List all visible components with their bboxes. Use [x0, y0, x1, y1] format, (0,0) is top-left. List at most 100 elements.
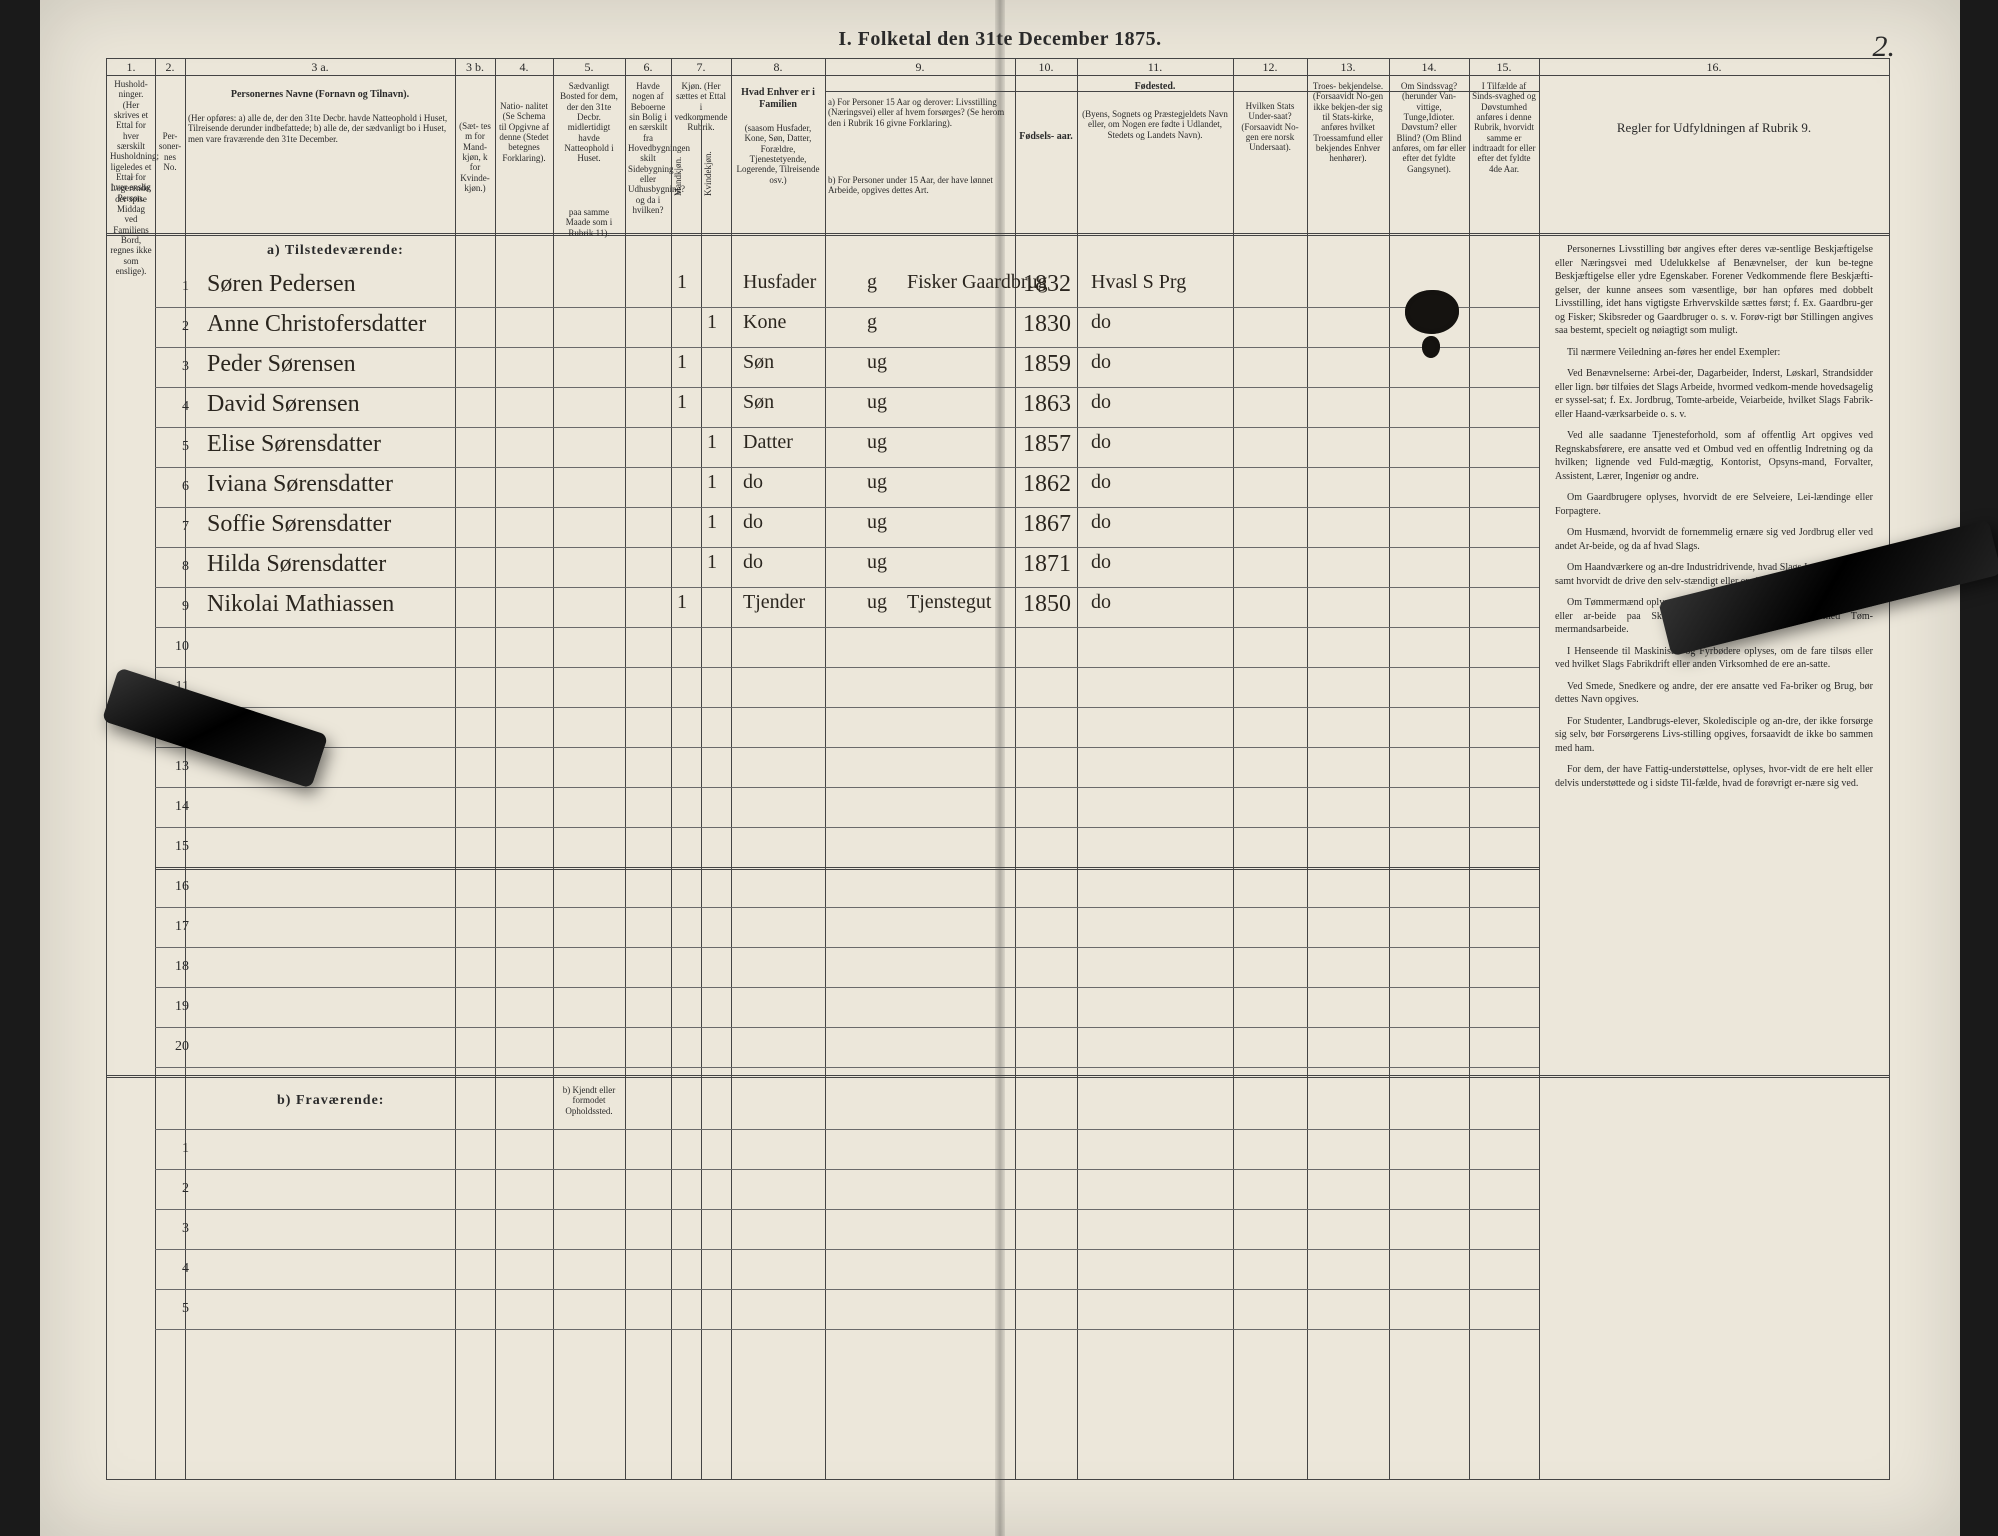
handwritten-cell: Datter: [743, 431, 793, 454]
handwritten-cell: ug: [867, 351, 887, 374]
row-rule: [155, 867, 1539, 870]
handwritten-cell: 1: [707, 471, 717, 494]
row-rule: [155, 587, 1539, 588]
column-rule: [1469, 59, 1470, 1479]
handwritten-cell: ug: [867, 431, 887, 454]
handwritten-cell: do: [1091, 471, 1111, 494]
c10-head: Fødsels- aar.: [1019, 131, 1073, 142]
handwritten-cell: Kone: [743, 311, 786, 334]
handwritten-cell: 1832: [1023, 271, 1071, 298]
c11-head-title: Fødested.: [1135, 81, 1176, 92]
row-rule: [155, 307, 1539, 308]
handwritten-cell: g: [867, 271, 877, 294]
column-rule: [1539, 59, 1540, 1479]
handwritten-cell: ug: [867, 591, 887, 614]
column-number: 13.: [1307, 60, 1389, 75]
page-title: I. Folketal den 31te December 1875.: [838, 28, 1161, 51]
rules-paragraph: For dem, der have Fattig-understøttelse,…: [1555, 763, 1873, 790]
rules-paragraph: Ved Benævnelserne: Arbei-der, Dagarbeide…: [1555, 367, 1873, 421]
row-rule: [155, 1169, 1539, 1170]
row-rule: [155, 1289, 1539, 1290]
column-rule: [1233, 59, 1234, 1479]
section-present: a) Tilstedeværende:: [267, 243, 404, 259]
handwritten-cell: Anne Christofersdatter: [207, 311, 426, 338]
column-number: 12.: [1233, 60, 1307, 75]
c16-head: Regler for Udfyldningen af Rubrik 9.: [1617, 120, 1811, 135]
column-rule: [455, 59, 456, 1479]
row-number: 9: [153, 599, 189, 615]
row-rule: [155, 1027, 1539, 1028]
column-number: 7.: [671, 60, 731, 75]
row-number: 20: [153, 1039, 189, 1055]
handwritten-cell: Soffie Sørensdatter: [207, 511, 391, 538]
handwritten-cell: 1: [707, 551, 717, 574]
table-frame: Hushold- ninger. (Her skrives et Ettal f…: [106, 58, 1890, 1480]
ink-blot: [1405, 290, 1459, 334]
column-number: 2.: [155, 60, 185, 75]
row-rule: [155, 747, 1539, 748]
row-rule: [155, 827, 1539, 828]
column-rule: [1307, 59, 1308, 1479]
handwritten-cell: Hvasl S Prg: [1091, 271, 1186, 294]
row-number: 18: [153, 959, 189, 975]
row-number: 4: [153, 399, 189, 415]
ink-blot-small: [1422, 336, 1440, 358]
column-number: 4.: [495, 60, 553, 75]
handwritten-cell: 1857: [1023, 431, 1071, 458]
rules-paragraph: For Studenter, Landbrugs-elever, Skoledi…: [1555, 715, 1873, 756]
row-number: 17: [153, 919, 189, 935]
handwritten-cell: Søn: [743, 391, 774, 414]
handwritten-cell: do: [1091, 311, 1111, 334]
row-number: 2: [153, 1181, 189, 1197]
handwritten-cell: 1: [677, 271, 687, 294]
c3-head-title: Personernes Navne (Fornavn og Tilnavn).: [231, 89, 409, 100]
section-absent: b) Fraværende:: [277, 1093, 384, 1109]
rules-text: Personernes Livsstilling bør angives eft…: [1555, 243, 1873, 798]
row-rule: [155, 1067, 1539, 1068]
row-rule: [155, 907, 1539, 908]
row-number: 2: [153, 319, 189, 335]
census-page: I. Folketal den 31te December 1875. 2. H…: [40, 0, 1960, 1536]
row-rule: [155, 387, 1539, 388]
handwritten-cell: Tjender: [743, 591, 805, 614]
row-number: 16: [153, 879, 189, 895]
row-rule: [155, 507, 1539, 508]
handwritten-cell: Husfader: [743, 271, 816, 294]
handwritten-cell: 1871: [1023, 551, 1071, 578]
handwritten-cell: ug: [867, 471, 887, 494]
column-number: 5.: [553, 60, 625, 75]
handwritten-cell: ug: [867, 511, 887, 534]
absent-subhead: b) Kjendt eller formodet Opholdssted.: [553, 1083, 625, 1118]
handwritten-cell: do: [1091, 551, 1111, 574]
rules-paragraph: I Henseende til Maskinister og Fyrbødere…: [1555, 645, 1873, 672]
row-number: 5: [153, 1301, 189, 1317]
row-number: 7: [153, 519, 189, 535]
handwritten-cell: Tjenstegut: [907, 591, 991, 614]
c1b-head: ☞ Logerende, der spise Middag ved Famili…: [110, 173, 151, 276]
row-rule: [155, 427, 1539, 428]
handwritten-cell: ug: [867, 391, 887, 414]
row-rule: [155, 707, 1539, 708]
row-rule: [155, 787, 1539, 788]
column-number: 9.: [825, 60, 1015, 75]
handwritten-cell: do: [1091, 391, 1111, 414]
handwritten-cell: 1830: [1023, 311, 1071, 338]
handwritten-cell: do: [743, 511, 763, 534]
handwritten-cell: 1862: [1023, 471, 1071, 498]
handwritten-cell: 1: [677, 591, 687, 614]
handwritten-cell: 1867: [1023, 511, 1071, 538]
row-number: 15: [153, 839, 189, 855]
c12-head: Hvilken Stats Under-saat? (Forsaavidt No…: [1241, 101, 1298, 152]
row-rule: [155, 467, 1539, 468]
column-rule: [825, 59, 826, 1479]
c6a: Mandkjøn.: [673, 157, 683, 196]
handwritten-cell: do: [1091, 591, 1111, 614]
row-number: 6: [153, 479, 189, 495]
row-rule: [155, 1249, 1539, 1250]
column-number: 15.: [1469, 60, 1539, 75]
handwritten-cell: David Sørensen: [207, 391, 360, 418]
row-number: 19: [153, 999, 189, 1015]
rules-paragraph: Om Husmænd, hvorvidt de fornemmelig ernæ…: [1555, 526, 1873, 553]
row-number: 5: [153, 439, 189, 455]
rules-paragraph: Personernes Livsstilling bør angives eft…: [1555, 243, 1873, 338]
